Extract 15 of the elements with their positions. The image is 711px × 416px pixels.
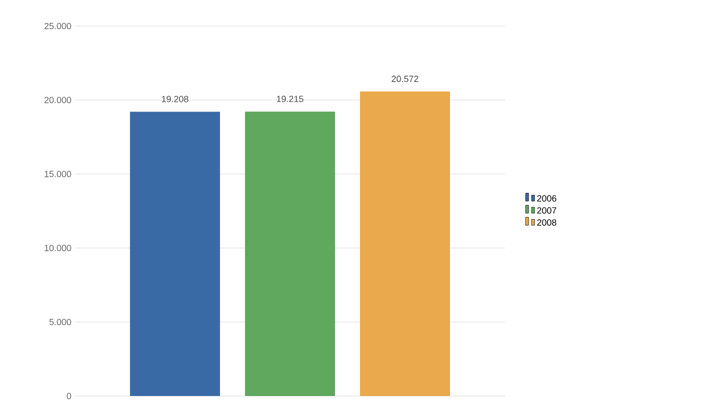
y-tick-label: 20.000: [44, 96, 72, 104]
legend-label: 2007: [537, 207, 556, 214]
bar: [245, 112, 335, 396]
data-label: 20.572: [392, 76, 418, 82]
y-tick-label: 25.000: [44, 22, 72, 30]
bar: [360, 92, 450, 396]
data-label: 19.215: [276, 96, 304, 102]
y-tick-label: 5.000: [49, 318, 72, 326]
bar: [130, 112, 220, 396]
legend-label: 2006: [537, 195, 556, 202]
y-tick-label: 0: [66, 392, 72, 400]
data-label: 19.208: [162, 96, 188, 102]
y-tick-label: 10.000: [44, 244, 72, 252]
y-tick-label: 15.000: [44, 170, 72, 178]
legend-label: 2008: [537, 219, 556, 226]
